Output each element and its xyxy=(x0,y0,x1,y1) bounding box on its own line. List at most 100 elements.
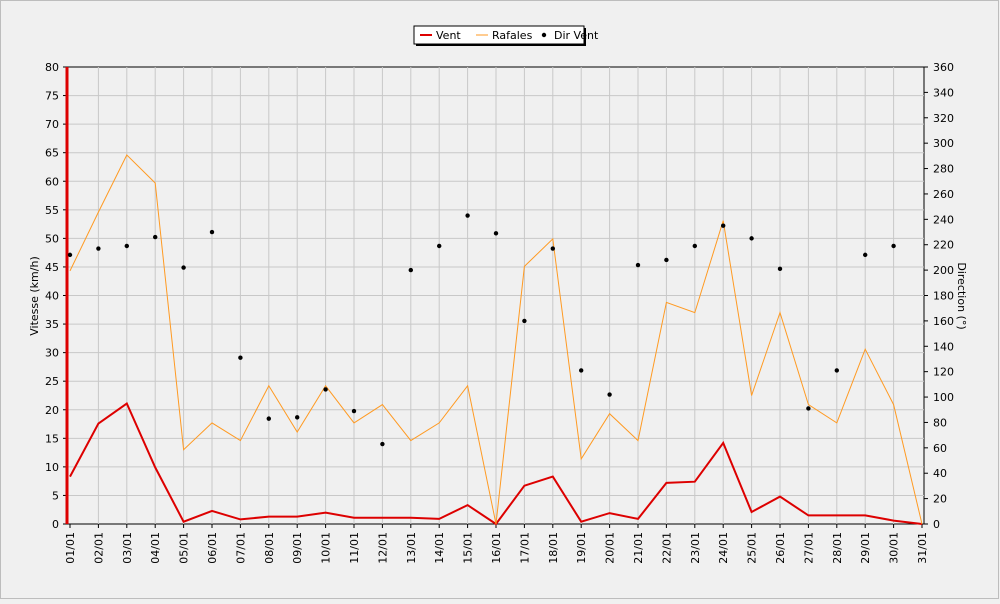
data-point-dir-vent xyxy=(721,223,726,228)
y2-tick-label: 340 xyxy=(933,86,954,99)
y2-tick-label: 80 xyxy=(933,416,947,429)
data-point-dir-vent xyxy=(493,231,499,236)
x-tick-label: 13/01 xyxy=(405,532,418,564)
x-tick-label: 24/01 xyxy=(717,532,730,564)
y2-tick-label: 60 xyxy=(933,442,947,455)
data-point-dir-vent xyxy=(465,213,470,218)
legend-box xyxy=(413,25,585,45)
y-tick-label: 75 xyxy=(45,90,59,103)
series-layer xyxy=(67,154,923,526)
data-point-dir-vent xyxy=(863,252,868,258)
legend-label-vent: Vent xyxy=(436,29,461,42)
data-point-dir-vent xyxy=(749,236,754,241)
x-tick-label: 11/01 xyxy=(348,532,361,564)
x-tick-label: 28/01 xyxy=(831,532,844,564)
x-tick-label: 12/01 xyxy=(376,532,389,564)
data-point-dir-vent xyxy=(153,234,158,240)
y2-tick-label: 0 xyxy=(933,518,940,531)
data-point-dir-vent xyxy=(692,243,697,249)
data-point-dir-vent xyxy=(295,415,300,420)
x-tick-label: 07/01 xyxy=(234,532,247,564)
y2-tick-label: 320 xyxy=(933,112,954,125)
x-tick-label: 25/01 xyxy=(746,532,759,564)
legend-label-rafales: Rafales xyxy=(492,29,533,42)
y2-tick-label: 20 xyxy=(933,493,947,506)
y-tick-label: 5 xyxy=(52,489,59,502)
x-tick-label: 14/01 xyxy=(433,532,446,564)
x-tick-label: 01/01 xyxy=(64,532,77,564)
y2-tick-label: 120 xyxy=(933,366,954,379)
data-point-dir-vent xyxy=(522,318,527,324)
y2-axis-label: Direction (°) xyxy=(955,262,968,329)
data-point-dir-vent xyxy=(777,266,783,272)
x-axis-ticks: 01/01 02/01 03/01 04/01 05/01 06/01 07/01 08/01… xyxy=(64,524,929,564)
y-tick-label: 45 xyxy=(45,261,59,274)
x-tick-label: 18/01 xyxy=(547,532,560,564)
x-tick-label: 22/01 xyxy=(660,532,673,564)
x-tick-label: 26/01 xyxy=(774,532,787,564)
data-point-dir-vent xyxy=(550,246,555,251)
x-tick-label: 27/01 xyxy=(802,532,815,564)
x-tick-label: 03/01 xyxy=(121,532,134,564)
x-tick-label: 05/01 xyxy=(178,532,191,564)
legend-swatch-dir-vent xyxy=(541,32,547,38)
y2-tick-label: 220 xyxy=(933,239,954,252)
x-tick-label: 29/01 xyxy=(859,532,872,564)
data-point-dir-vent xyxy=(664,257,669,263)
y-tick-label: 80 xyxy=(45,61,59,74)
left-axis-ticks: 0 5 10 15 20 25 30 35 40 45 50 55 60 65 70 75 80 xyxy=(45,61,67,531)
data-point-dir-vent xyxy=(408,267,413,273)
y-tick-label: 15 xyxy=(45,432,59,445)
x-tick-label: 04/01 xyxy=(149,532,162,564)
data-point-dir-vent xyxy=(181,265,186,270)
data-point-dir-vent xyxy=(124,243,129,249)
y-tick-label: 0 xyxy=(52,518,59,531)
y-tick-label: 55 xyxy=(45,204,59,217)
x-tick-label: 19/01 xyxy=(575,532,588,564)
data-point-dir-vent xyxy=(437,243,442,249)
legend: Vent Rafales Dir Vent xyxy=(413,25,599,46)
x-tick-label: 02/01 xyxy=(92,532,105,564)
data-point-dir-vent xyxy=(891,243,896,249)
x-tick-label: 30/01 xyxy=(888,532,901,564)
data-point-dir-vent xyxy=(67,252,73,258)
x-tick-label: 15/01 xyxy=(462,532,475,564)
y-tick-label: 65 xyxy=(45,147,59,160)
y-tick-label: 20 xyxy=(45,404,59,417)
y-tick-label: 50 xyxy=(45,232,59,245)
y2-tick-label: 360 xyxy=(933,61,954,74)
y-tick-label: 70 xyxy=(45,118,59,131)
x-tick-label: 21/01 xyxy=(632,532,645,564)
data-point-dir-vent xyxy=(607,392,612,397)
y-tick-label: 40 xyxy=(45,290,59,303)
data-point-dir-vent xyxy=(635,262,641,268)
y-tick-label: 10 xyxy=(45,461,59,474)
y2-tick-label: 240 xyxy=(933,213,954,226)
x-tick-label: 08/01 xyxy=(263,532,276,564)
y-axis-label: Vitesse (km/h) xyxy=(28,256,41,336)
y2-tick-label: 200 xyxy=(933,264,954,277)
data-point-dir-vent xyxy=(266,416,271,421)
x-tick-label: 10/01 xyxy=(320,532,333,564)
grid-lines xyxy=(67,67,924,524)
x-tick-label: 23/01 xyxy=(689,532,702,564)
y2-tick-label: 180 xyxy=(933,290,954,303)
x-tick-label: 17/01 xyxy=(518,532,531,564)
y2-tick-label: 300 xyxy=(933,137,954,150)
y2-tick-label: 280 xyxy=(933,163,954,176)
right-axis-ticks: 0 20 40 60 80 100 120 140 160 180 200 220 240 260 280 3… xyxy=(924,61,954,531)
x-tick-label: 06/01 xyxy=(206,532,219,564)
x-tick-label: 16/01 xyxy=(490,532,503,564)
data-point-dir-vent xyxy=(834,368,839,373)
data-point-dir-vent xyxy=(806,406,811,411)
data-point-dir-vent xyxy=(380,441,385,447)
y2-tick-label: 260 xyxy=(933,188,954,201)
y-tick-label: 60 xyxy=(45,175,59,188)
x-tick-label: 31/01 xyxy=(916,532,929,564)
data-point-dir-vent xyxy=(96,246,101,251)
series-line-rafales xyxy=(69,154,923,525)
legend-label-dir-vent: Dir Vent xyxy=(554,29,599,42)
